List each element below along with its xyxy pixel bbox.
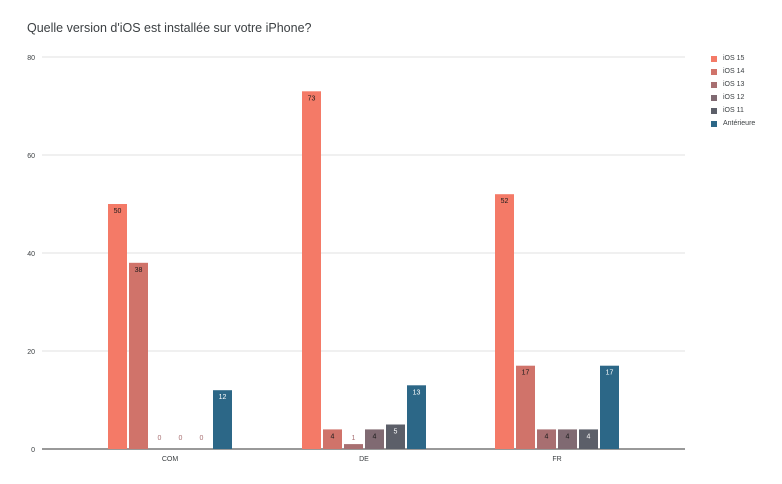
legend-label: iOS 13 <box>723 81 745 88</box>
bar <box>213 390 232 449</box>
legend-item: iOS 12 <box>711 91 755 104</box>
bar <box>323 429 342 449</box>
legend-item: iOS 13 <box>711 78 755 91</box>
data-label: 5 <box>394 429 398 436</box>
chart-legend: iOS 15 iOS 14 iOS 13 iOS 12 iOS 11 Antérieure <box>711 52 755 130</box>
data-label: 17 <box>606 370 614 377</box>
bar <box>302 91 321 450</box>
chart-title: Quelle version d'iOS est installée sur v… <box>27 21 312 35</box>
x-tick-label: COM <box>162 456 179 463</box>
bar <box>579 429 598 449</box>
data-label: 4 <box>587 433 591 440</box>
data-label: 0 <box>200 435 204 442</box>
data-label: 52 <box>501 198 509 205</box>
x-tick-label: DE <box>359 456 369 463</box>
bar <box>365 429 384 449</box>
bar <box>407 385 426 449</box>
data-label: 4 <box>373 433 377 440</box>
data-label: 0 <box>158 435 162 442</box>
y-tick-label: 0 <box>31 447 35 454</box>
data-label: 12 <box>219 394 227 401</box>
legend-item: Antérieure <box>711 117 755 130</box>
data-label: 13 <box>413 389 421 396</box>
legend-swatch <box>711 120 717 127</box>
data-label: 38 <box>135 267 143 274</box>
bar <box>537 429 556 449</box>
bar <box>558 429 577 449</box>
bar <box>129 262 148 449</box>
legend-item: iOS 11 <box>711 104 755 117</box>
data-label: 73 <box>308 95 316 102</box>
bar <box>108 204 127 449</box>
legend-swatch <box>711 107 717 114</box>
legend-swatch <box>711 68 717 75</box>
bar <box>516 365 535 449</box>
legend-item: iOS 14 <box>711 65 755 78</box>
legend-label: iOS 12 <box>723 94 745 101</box>
legend-label: iOS 15 <box>723 55 745 62</box>
data-label: 4 <box>545 433 549 440</box>
data-label: 50 <box>114 208 122 215</box>
data-label: 1 <box>352 435 356 442</box>
data-label: 4 <box>331 433 335 440</box>
bar <box>600 365 619 449</box>
data-label: 4 <box>566 433 570 440</box>
data-label: 0 <box>179 435 183 442</box>
data-label: 17 <box>522 370 530 377</box>
legend-label: iOS 14 <box>723 68 745 75</box>
bar <box>344 444 363 449</box>
bar <box>495 194 514 449</box>
y-tick-label: 80 <box>27 55 35 62</box>
legend-item: iOS 15 <box>711 52 755 65</box>
x-tick-label: FR <box>552 456 561 463</box>
legend-swatch <box>711 94 717 101</box>
bar <box>386 424 405 449</box>
legend-label: iOS 11 <box>723 107 744 114</box>
y-tick-label: 60 <box>27 153 35 160</box>
legend-swatch <box>711 81 717 88</box>
y-tick-label: 20 <box>27 349 35 356</box>
legend-swatch <box>711 55 717 62</box>
legend-label: Antérieure <box>723 120 756 127</box>
y-tick-label: 40 <box>27 251 35 258</box>
